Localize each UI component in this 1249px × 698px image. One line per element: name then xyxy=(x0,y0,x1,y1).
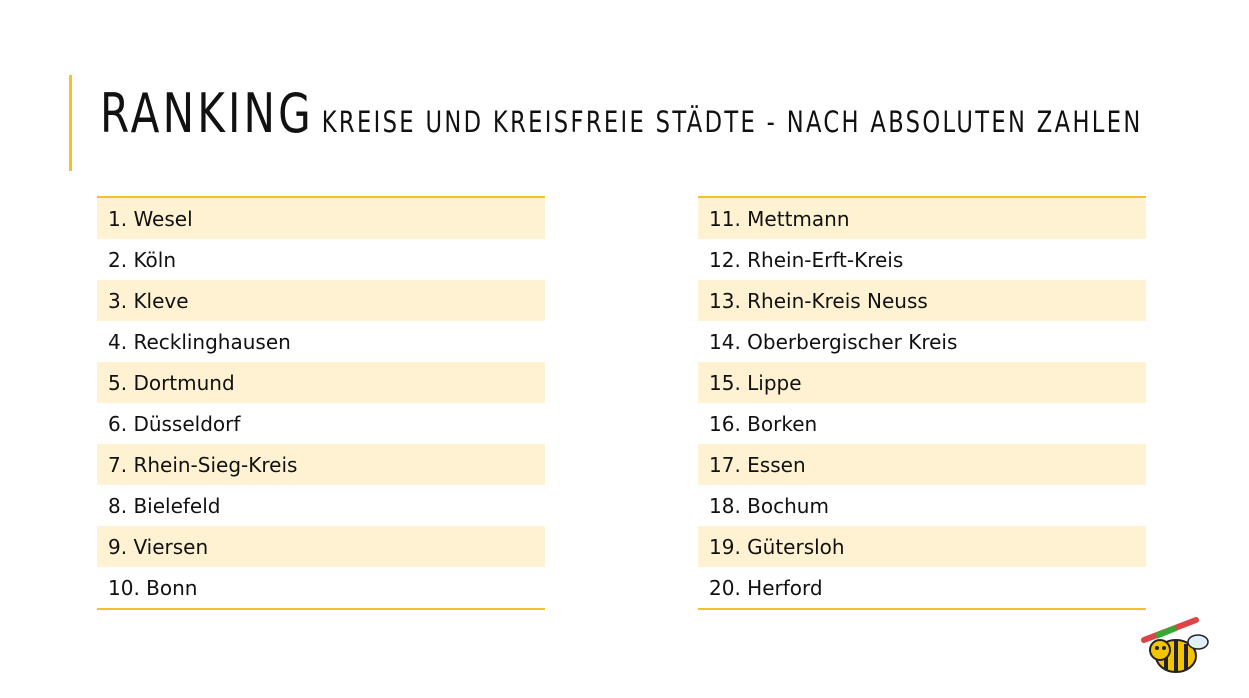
title: RANKING xyxy=(100,82,314,145)
ranking-row: 8. Bielefeld xyxy=(108,494,221,518)
ranking-row: 6. Düsseldorf xyxy=(108,412,241,436)
ranking-row: 11. Mettmann xyxy=(698,198,1146,239)
ranking-row: 5. Dortmund xyxy=(97,362,545,403)
ranking-row: 19. Gütersloh xyxy=(698,526,1146,567)
ranking-row: 7. Rhein-Sieg-Kreis xyxy=(97,444,545,485)
ranking-row: 10. Bonn xyxy=(108,576,198,600)
ranking-row: 20. Herford xyxy=(709,576,823,600)
ranking-row: 12. Rhein-Erft-Kreis xyxy=(709,248,904,272)
accent-bar xyxy=(69,75,72,171)
ranking-table: 11. Mettmann 12. Rhein-Erft-Kreis 13. Rhei… xyxy=(698,196,1146,610)
ranking-row: 9. Viersen xyxy=(97,526,545,567)
ranking-row: 17. Essen xyxy=(698,444,1146,485)
ranking-row: 1. Wesel xyxy=(97,198,545,239)
ranking-row: 15. Lippe xyxy=(698,362,1146,403)
ranking-row: 2. Köln xyxy=(108,248,177,272)
ranking-row: 13. Rhein-Kreis Neuss xyxy=(698,280,1146,321)
ranking-row: 3. Kleve xyxy=(97,280,545,321)
heading: RANKING KREISE UND KREISFREIE STÄDTE - NA… xyxy=(100,82,1143,145)
ranking-row: 4. Recklinghausen xyxy=(108,330,291,354)
ranking-table: 1. Wesel 2. Köln 3. Kleve 4. Recklinghausen… xyxy=(97,196,545,610)
ranking-row: 18. Bochum xyxy=(709,494,829,518)
bee-mascot xyxy=(1141,617,1209,673)
subtitle: KREISE UND KREISFREIE STÄDTE - NACH ABSO… xyxy=(321,105,1143,139)
ranking-row: 16. Borken xyxy=(709,412,818,436)
ranking-row: 14. Oberbergischer Kreis xyxy=(709,330,958,354)
